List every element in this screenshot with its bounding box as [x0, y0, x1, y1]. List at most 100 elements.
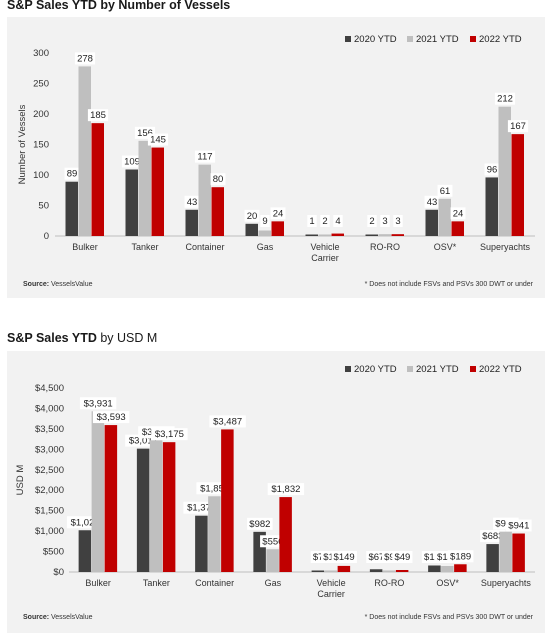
chart1-y-tick-0: 0 — [44, 231, 49, 242]
chart1-bar-0-2 — [91, 123, 104, 236]
chart2-bar-1-2 — [162, 442, 176, 572]
chart2-data-label-6-2: $189 — [450, 551, 471, 562]
chart2-data-label-3-2: $1,832 — [271, 484, 300, 495]
chart1-data-label-0-0: 89 — [67, 169, 78, 180]
chart2-bar-2-0 — [195, 515, 208, 572]
chart2-bar-0-0 — [78, 530, 92, 572]
chart1-legend-swatch-2 — [470, 36, 476, 42]
chart2-source: Source: VesselsValue — [23, 614, 93, 621]
chart2-data-label-4-0: $7 — [313, 552, 324, 563]
chart1-bar-6-2 — [451, 221, 464, 236]
chart1-bar-3-0 — [245, 223, 258, 236]
chart2-panel: 2020 YTD 2021 YTD 2022 YTD USD M $0 $500 $1,00… — [7, 351, 545, 633]
chart1-label-bg-0-2 — [87, 109, 109, 122]
chart2-legend-label-0: 2020 YTD — [354, 364, 397, 375]
chart1-bar-2-2 — [211, 187, 224, 236]
chart2-source-label: Source: — [23, 614, 49, 621]
chart2-data-label-1-2: $3,175 — [155, 429, 184, 440]
chart1-data-label-2-2: 80 — [213, 174, 224, 185]
chart2-y-tick-2: $1,000 — [35, 526, 64, 537]
chart1-legend-label-1: 2021 YTD — [416, 34, 459, 45]
chart2-legend-label-2: 2022 YTD — [479, 364, 522, 375]
chart1-data-label-5-0: 2 — [369, 216, 374, 227]
chart2-data-label-7-1: $987 — [495, 519, 516, 530]
chart2-bar-0-1 — [91, 411, 105, 572]
chart2-data-label-2-0: $1,377 — [187, 503, 216, 514]
chart2-category-label-5: RO-RO — [374, 578, 404, 588]
chart2-data-label-3-0: $982 — [249, 519, 270, 530]
chart2-y-tick-6: $3,000 — [35, 444, 64, 455]
chart1-category-label-4: Vehicle — [310, 242, 339, 252]
chart1-label-bg-6-2 — [450, 207, 466, 220]
chart2-category-label-6: OSV* — [436, 578, 459, 588]
chart2-y-tick-7: $3,500 — [35, 424, 64, 435]
chart1-data-label-2-0: 43 — [187, 197, 198, 208]
chart1-data-label-6-1: 61 — [440, 186, 451, 197]
chart2-data-label-6-0: $159 — [424, 552, 445, 563]
chart2-label-bg-5-0 — [366, 551, 387, 563]
chart2-label-bg-3-0 — [247, 517, 273, 530]
chart1-label-bg-3-2 — [270, 207, 286, 220]
chart2-label-bg-3-1 — [260, 535, 286, 548]
chart1-bar-3-1 — [258, 230, 271, 236]
chart1-data-label-1-1: 156 — [137, 128, 153, 139]
chart1-source: Source: VesselsValue — [23, 281, 93, 288]
chart1-title-bold: S&P Sales YTD — [7, 0, 97, 12]
chart1-label-bg-7-1 — [494, 92, 516, 105]
chart2-data-label-0-1: $3,931 — [84, 398, 113, 409]
chart1-y-tick-3: 150 — [33, 140, 49, 151]
chart1-label-bg-5-2 — [393, 215, 403, 227]
chart1-label-bg-5-1 — [380, 215, 390, 227]
chart1-bar-4-0 — [305, 234, 318, 236]
chart2-data-label-7-2: $941 — [508, 521, 529, 532]
chart2-bar-3-1 — [266, 549, 279, 572]
chart2-title-rest: by USD M — [96, 331, 158, 345]
chart1-data-label-6-0: 43 — [427, 197, 438, 208]
chart1-label-bg-6-0 — [424, 195, 440, 208]
chart2-bar-7-1 — [499, 531, 512, 572]
chart2-bar-7-2 — [512, 533, 525, 572]
chart1-category-label-4-line2: Carrier — [311, 253, 339, 263]
chart2-data-label-4-2: $149 — [334, 552, 355, 563]
chart1-legend-swatch-1 — [407, 36, 413, 42]
chart2-category-label-7: Superyachts — [481, 578, 532, 588]
chart1-bar-7-2 — [511, 134, 524, 236]
chart1-category-label-0: Bulker — [72, 242, 98, 252]
chart2-category-label-1: Tanker — [143, 578, 170, 588]
chart2-legend-label-1: 2021 YTD — [416, 364, 459, 375]
chart2-y-tick-1: $500 — [43, 547, 64, 558]
chart2-bar-5-1 — [382, 570, 396, 572]
chart2-bar-2-2 — [221, 429, 234, 572]
chart2-data-label-0-0: $1,021 — [71, 517, 100, 528]
chart1-bar-6-1 — [438, 198, 451, 236]
chart1-bar-4-2 — [331, 233, 344, 236]
chart2-legend-swatch-2 — [470, 366, 476, 372]
chart2-source-value: VesselsValue — [49, 614, 93, 621]
chart2-data-label-6-1: $147 — [437, 552, 458, 563]
chart2-y-tick-8: $4,000 — [35, 403, 64, 414]
chart2-data-label-0-2: $3,593 — [97, 412, 126, 423]
chart1-data-label-1-2: 145 — [150, 135, 166, 146]
chart1-footnote: * Does not include FSVs and PSVs 300 DWT… — [365, 281, 534, 288]
chart2-label-bg-0-1 — [79, 397, 117, 410]
chart1-data-label-3-0: 20 — [247, 211, 258, 222]
chart1-data-label-5-1: 3 — [382, 216, 387, 227]
chart2-label-bg-3-2 — [267, 483, 305, 496]
chart1-source-label: Source: — [23, 281, 49, 288]
chart1-bar-7-0 — [485, 177, 498, 236]
chart1-category-label-5: RO-RO — [370, 242, 400, 252]
chart2-bar-6-0 — [428, 565, 441, 572]
chart1-data-label-4-2: 4 — [335, 216, 340, 227]
chart2-label-bg-0-2 — [92, 411, 130, 424]
chart1-data-label-5-2: 3 — [395, 216, 400, 227]
chart1-label-bg-6-1 — [437, 184, 453, 197]
chart2-category-label-3: Gas — [265, 578, 282, 588]
chart2-footnote: * Does not include FSVs and PSVs 300 DWT… — [365, 614, 534, 621]
chart1-label-bg-4-2 — [333, 215, 343, 227]
chart1-y-tick-1: 50 — [38, 201, 49, 212]
chart1-y-tick-2: 100 — [33, 170, 49, 181]
chart2-bar-3-2 — [279, 497, 292, 572]
chart2-label-bg-2-2 — [209, 415, 246, 428]
chart1-category-label-6: OSV* — [434, 242, 457, 252]
chart1-legend-swatch-0 — [345, 36, 351, 42]
